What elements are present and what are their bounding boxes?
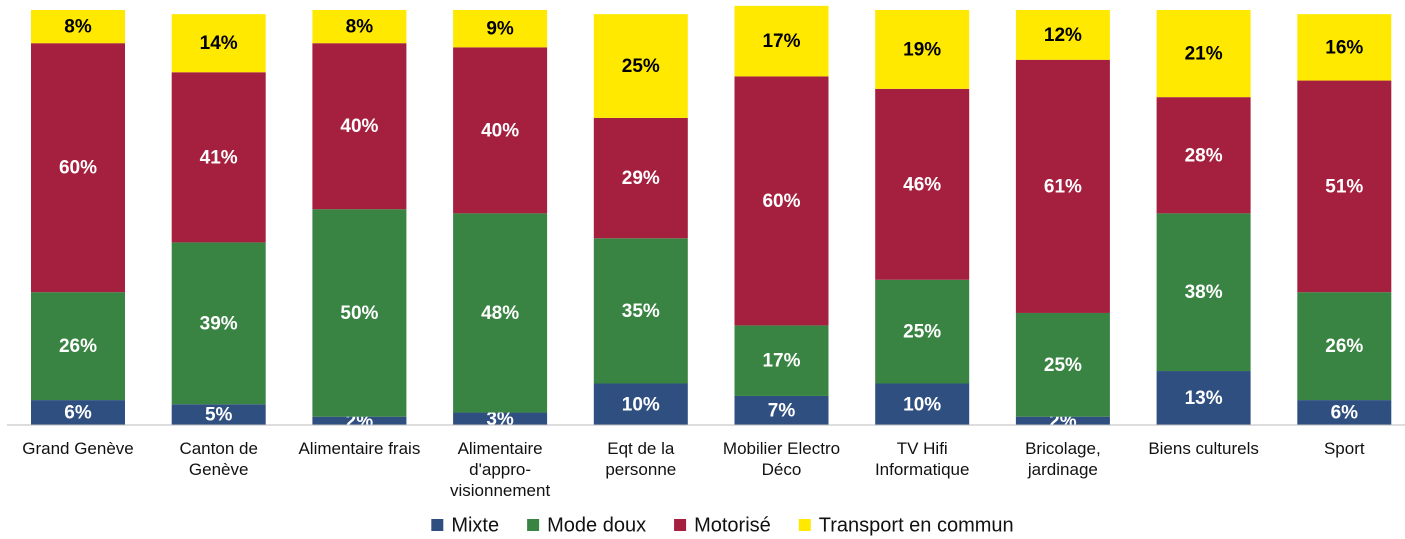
bar-segment <box>1015 10 1110 60</box>
data-label: 6% <box>1331 403 1359 424</box>
x-tick-label: Biens culturels <box>1148 439 1259 458</box>
bar-segment <box>593 14 688 118</box>
legend-label: Mode doux <box>547 514 646 536</box>
data-label: 35% <box>622 301 660 322</box>
bar-segment <box>734 76 829 326</box>
x-tick-label: Grand Genève <box>22 439 134 458</box>
bar-segment <box>1015 59 1110 313</box>
data-label: 6% <box>64 403 92 424</box>
data-label: 8% <box>64 17 92 38</box>
data-label: 51% <box>1325 176 1363 197</box>
bar-segment <box>593 383 688 425</box>
bar-segment <box>1156 371 1251 425</box>
bar-segment <box>31 292 125 401</box>
bar-segment <box>1015 312 1110 417</box>
data-label: 7% <box>768 400 796 421</box>
bar-segment <box>734 5 829 77</box>
legend-label: Motorisé <box>694 514 771 536</box>
data-label: 21% <box>1185 44 1223 65</box>
data-label: 14% <box>200 33 238 54</box>
x-tick-label: Alimentaire frais <box>298 439 421 458</box>
bar-segment <box>171 14 266 73</box>
data-label: 25% <box>903 322 941 343</box>
bar-segment <box>734 395 829 425</box>
bar-segment <box>1297 292 1392 401</box>
x-tick-label: TV Hifi Informatique <box>874 439 970 479</box>
bar-segment <box>312 416 407 425</box>
data-label: 16% <box>1325 37 1363 58</box>
data-label: 5% <box>205 405 233 426</box>
bar-segment <box>1156 10 1251 98</box>
x-tick-label: Eqt de la personne <box>605 439 677 479</box>
data-label: 41% <box>200 147 238 168</box>
data-label: 17% <box>762 351 800 372</box>
bar-segment <box>453 412 548 425</box>
data-label: 13% <box>1185 388 1223 409</box>
bar-segment <box>875 10 970 89</box>
data-label: 12% <box>1044 25 1082 46</box>
bar-segment <box>453 47 548 214</box>
data-label: 26% <box>1325 336 1363 357</box>
bar-segment <box>1297 14 1392 81</box>
bar-segment <box>875 279 970 384</box>
bar-segment <box>453 213 548 413</box>
data-label: 10% <box>622 394 660 415</box>
data-label: 9% <box>486 19 514 40</box>
legend-label: Transport en commun <box>819 514 1014 536</box>
data-label: 17% <box>762 31 800 52</box>
data-label: 48% <box>481 303 519 324</box>
bar-segment <box>31 43 125 293</box>
x-tick-label: Sport <box>1323 439 1365 458</box>
data-label: 39% <box>200 313 238 334</box>
data-label: 38% <box>1185 282 1223 303</box>
data-label: 60% <box>59 158 97 179</box>
legend-swatch <box>431 519 444 531</box>
x-tick-label: Bricolage, jardinage <box>1025 439 1101 479</box>
data-label: 29% <box>622 168 660 189</box>
data-label: 60% <box>762 191 800 212</box>
legend-swatch <box>798 519 811 531</box>
data-label: 8% <box>346 17 374 38</box>
bar-segment <box>31 400 125 425</box>
data-label: 25% <box>1044 355 1082 376</box>
bar-segment <box>1297 400 1392 425</box>
bar-segment <box>875 383 970 425</box>
bar-segment <box>171 242 266 405</box>
bar-segment <box>875 88 970 280</box>
data-label: 28% <box>1185 145 1223 166</box>
bar-segment <box>1297 80 1392 293</box>
bar-segment <box>453 10 548 48</box>
bar-segment <box>593 117 688 239</box>
bar-segment <box>312 43 407 210</box>
data-label: 40% <box>340 116 378 137</box>
data-label: 50% <box>340 303 378 324</box>
bar-segment <box>1156 97 1251 214</box>
bar-segment <box>171 72 266 243</box>
legend-label: Mixte <box>451 514 499 536</box>
data-label: 26% <box>59 336 97 357</box>
data-label: 61% <box>1044 176 1082 197</box>
data-label: 46% <box>903 174 941 195</box>
bar-segment <box>593 238 688 384</box>
legend-swatch <box>527 519 540 531</box>
bar-segment <box>1156 213 1251 372</box>
x-tick-label: Mobilier Electro Déco <box>722 439 841 479</box>
bar-segment <box>171 404 266 425</box>
data-label: 10% <box>903 394 941 415</box>
bar-segment <box>734 325 829 396</box>
bar-segment <box>31 10 125 44</box>
x-tick-label: Alimentaire d'appro-visionnement <box>450 439 551 500</box>
bar-segment <box>312 10 407 44</box>
data-label: 40% <box>481 120 519 141</box>
data-label: 25% <box>622 56 660 77</box>
bar-segment <box>1015 416 1110 425</box>
x-tick-label: Canton de Genève <box>179 439 258 479</box>
legend-swatch <box>674 519 687 531</box>
data-label: 19% <box>903 39 941 60</box>
bar-segment <box>312 209 407 417</box>
